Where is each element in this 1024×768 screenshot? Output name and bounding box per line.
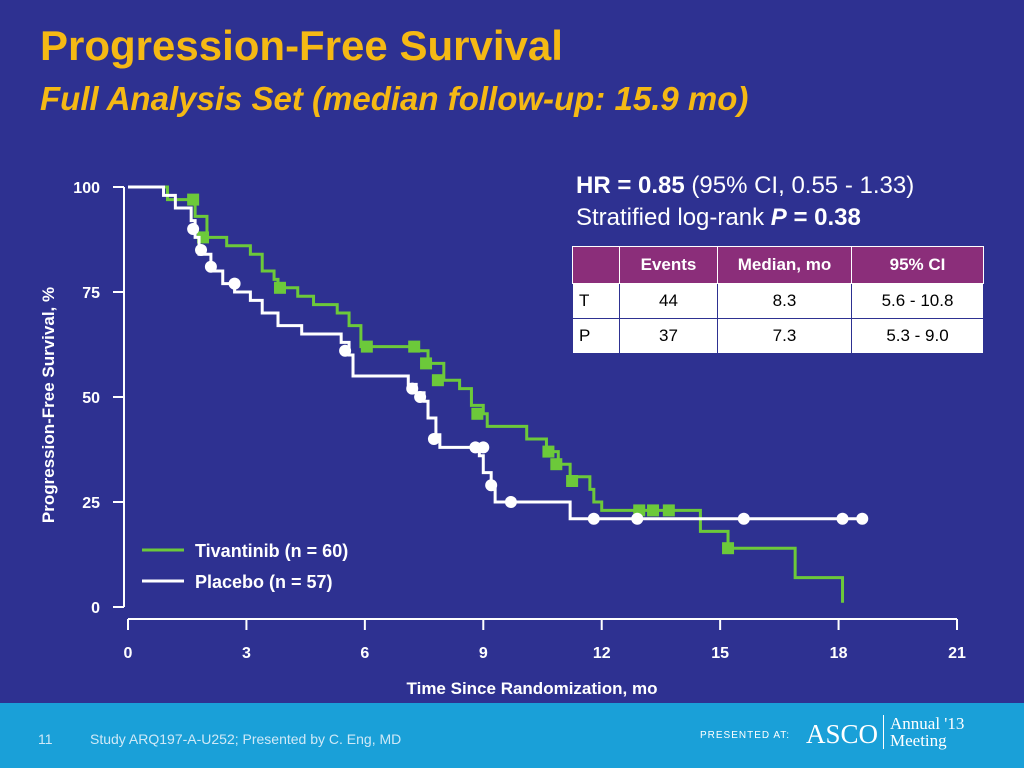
censor-mark-placebo	[477, 441, 490, 454]
censor-mark-placebo	[187, 223, 200, 235]
x-tick-label: 15	[711, 645, 729, 662]
meeting-text: Meeting	[890, 731, 947, 750]
logrank-label: Stratified log-rank	[576, 204, 765, 231]
censor-mark-tivantinib	[471, 407, 484, 420]
censor-mark-tivantinib	[542, 445, 555, 458]
censor-mark-tivantinib	[420, 357, 433, 370]
censor-mark-tivantinib	[647, 504, 660, 517]
censor-mark-tivantinib	[187, 193, 200, 206]
x-tick-label: 21	[948, 645, 966, 662]
censor-mark-placebo	[339, 344, 352, 357]
y-tick-label: 0	[91, 600, 100, 617]
table-header-cell	[572, 246, 620, 284]
censor-mark-placebo	[836, 512, 849, 525]
legend: Tivantinib (n = 60) Placebo (n = 57)	[142, 541, 348, 592]
table-cell: 37	[619, 318, 718, 354]
asco-logo: ASCO	[806, 719, 879, 749]
censor-mark-placebo	[427, 433, 440, 445]
x-tick-label: 18	[830, 645, 848, 662]
y-tick-label: 50	[82, 390, 100, 407]
table-cell: 5.6 - 10.8	[851, 283, 984, 319]
censor-mark-tivantinib	[662, 504, 675, 517]
page-number: 11	[38, 731, 53, 747]
censor-mark-tivantinib	[550, 458, 563, 471]
table-cell: 8.3	[717, 283, 852, 319]
x-tick-label: 3	[242, 645, 251, 662]
censor-mark-tivantinib	[408, 340, 421, 353]
table-cell: 44	[619, 283, 718, 319]
page-title: Progression-Free Survival	[40, 22, 563, 69]
hazard-ratio-box: HR = 0.85 (95% CI, 0.55 - 1.33) Stratifi…	[576, 170, 914, 234]
x-axis-label: Time Since Randomization, mo	[407, 679, 658, 698]
logrank-line: Stratified log-rank P = 0.38	[576, 202, 914, 234]
annual-text: Annual '13	[890, 714, 965, 733]
table-cell: 5.3 - 9.0	[851, 318, 984, 354]
y-tick-label: 100	[73, 180, 100, 197]
table-row: T 44 8.3 5.6 - 10.8	[572, 283, 984, 319]
curves	[128, 185, 869, 603]
y-tick-label: 25	[82, 495, 100, 512]
y-tick-label: 75	[82, 285, 100, 302]
legend-label-placebo: Placebo (n = 57)	[195, 572, 333, 592]
table-cell: T	[572, 283, 620, 319]
x-tick-label: 9	[479, 645, 488, 662]
table-header-cell: Events	[619, 246, 718, 284]
page-subtitle: Full Analysis Set (median follow-up: 15.…	[40, 80, 749, 117]
km-chart: Progression-Free Survival, % Time Since …	[39, 180, 966, 698]
table-header-cell: Median, mo	[717, 246, 852, 284]
axes: 0 25 50 75 100 0 3 6 9 12 15 18 21	[73, 180, 966, 662]
censor-mark-placebo	[587, 512, 600, 525]
p-value: = 0.38	[793, 204, 861, 231]
presented-at-label: PRESENTED AT:	[700, 730, 791, 741]
table-row: P 37 7.3 5.3 - 9.0	[572, 318, 984, 354]
y-axis-label: Progression-Free Survival, %	[39, 287, 58, 523]
censor-mark-tivantinib	[431, 374, 444, 387]
summary-table: Events Median, mo 95% CI T 44 8.3 5.6 - …	[572, 246, 984, 354]
censor-mark-placebo	[195, 244, 208, 256]
censor-mark-placebo	[406, 382, 419, 395]
censor-mark-tivantinib	[722, 542, 735, 555]
study-reference: Study ARQ197-A-U252; Presented by C. Eng…	[90, 731, 402, 747]
censor-mark-placebo	[414, 391, 427, 403]
footer-bar: 11 Study ARQ197-A-U252; Presented by C. …	[0, 703, 1024, 768]
hr-ci: (95% CI, 0.55 - 1.33)	[691, 172, 915, 199]
table-header-cell: 95% CI	[851, 246, 984, 284]
censor-mark-tivantinib	[566, 475, 579, 487]
censor-mark-placebo	[856, 512, 869, 525]
censor-mark-placebo	[631, 512, 644, 525]
hr-line: HR = 0.85 (95% CI, 0.55 - 1.33)	[576, 170, 914, 202]
censor-mark-placebo	[228, 277, 241, 290]
x-tick-label: 6	[360, 645, 369, 662]
p-label: P	[770, 204, 787, 231]
censor-mark-placebo	[737, 512, 750, 525]
legend-label-tivantinib: Tivantinib (n = 60)	[195, 541, 348, 561]
series-line-tivantinib	[128, 185, 845, 603]
table-header-row: Events Median, mo 95% CI	[572, 246, 984, 284]
censor-mark-tivantinib	[273, 281, 286, 294]
table-cell: 7.3	[717, 318, 852, 354]
annual-meeting-logo: Annual '13 Meeting	[883, 715, 964, 749]
censor-mark-tivantinib	[360, 340, 373, 353]
x-tick-label: 12	[593, 645, 611, 662]
censor-mark-placebo	[204, 260, 217, 273]
x-tick-label: 0	[124, 645, 133, 662]
censor-mark-placebo	[485, 479, 498, 492]
table-cell: P	[572, 318, 620, 354]
hr-value: HR = 0.85	[576, 172, 685, 199]
censor-mark-placebo	[504, 496, 517, 508]
